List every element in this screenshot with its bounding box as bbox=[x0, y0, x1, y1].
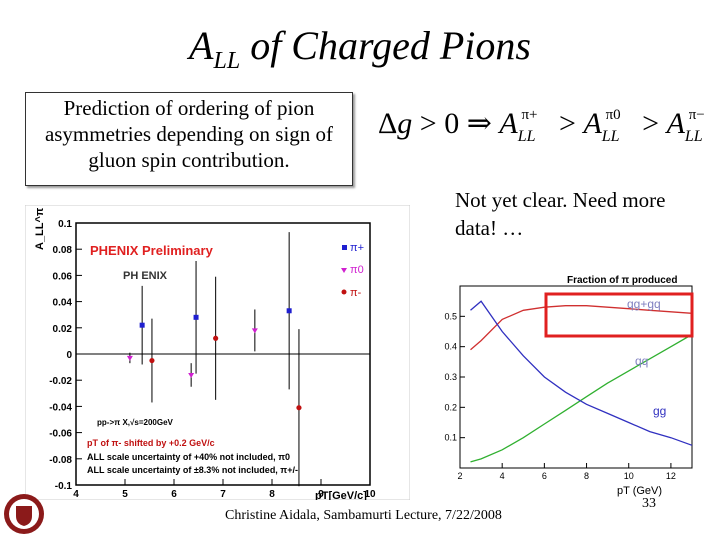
data-point bbox=[126, 355, 133, 361]
series-line bbox=[470, 300, 693, 446]
x-axis-label: pT (GeV) bbox=[617, 485, 662, 497]
note-text: Not yet clear. Need more data! … bbox=[455, 188, 666, 240]
y-tick-label: 0.5 bbox=[444, 311, 457, 321]
all-pion-chart: -0.1 -0.08 -0.06 -0.04 -0.02 0 0.02 0.04 0.06 0.0… bbox=[25, 205, 410, 500]
x-tick-label: 4 bbox=[73, 489, 79, 500]
series-label: qq bbox=[635, 354, 648, 368]
university-seal-icon bbox=[2, 492, 46, 541]
data-point bbox=[139, 322, 145, 328]
annotation-scale-pi0: ALL scale uncertainty of +40% not includ… bbox=[87, 452, 290, 462]
data-point bbox=[286, 308, 292, 314]
y-tick-label: -0.1 bbox=[55, 481, 73, 492]
annotation-process: pp->π X,√s=200GeV bbox=[97, 418, 174, 427]
x-tick-label: 5 bbox=[122, 489, 128, 500]
y-tick-label: -0.06 bbox=[49, 429, 72, 440]
x-tick-label: 6 bbox=[542, 471, 547, 481]
series-line bbox=[470, 305, 693, 351]
y-tick-label: -0.04 bbox=[49, 402, 72, 413]
y-tick-label: 0 bbox=[66, 350, 72, 361]
data-point bbox=[188, 372, 195, 378]
x-tick-label: 7 bbox=[220, 489, 226, 500]
series-label: gg bbox=[653, 404, 666, 418]
annotation-scale-pipm: ALL scale uncertainty of ±8.3% not inclu… bbox=[87, 465, 298, 475]
phenix-logo-text: PH ENIX bbox=[123, 270, 168, 282]
y-axis-label: A_LL^π bbox=[34, 207, 46, 250]
annotation-shift: pT of π- shifted by +0.2 GeV/c bbox=[87, 438, 215, 448]
legend-marker-pi-minus bbox=[341, 289, 347, 295]
data-point bbox=[213, 335, 219, 341]
x-tick-label: 8 bbox=[269, 489, 275, 500]
y-tick-label: 0.08 bbox=[53, 245, 73, 256]
x-tick-label: 4 bbox=[500, 471, 505, 481]
page-number: 33 bbox=[642, 496, 656, 511]
y-tick-label: 0.3 bbox=[444, 372, 457, 382]
slide-title: ALL of Charged Pions bbox=[189, 23, 531, 74]
y-tick-label: -0.08 bbox=[49, 455, 72, 466]
chart-title: Fraction of π produced bbox=[567, 275, 677, 286]
x-tick-label: 12 bbox=[666, 471, 676, 481]
y-tick-label: 0.02 bbox=[53, 324, 73, 335]
prediction-box: Prediction of ordering of pion asymmetri… bbox=[25, 92, 353, 186]
series-label: qg+gq bbox=[627, 297, 661, 311]
y-tick-label: 0.2 bbox=[444, 402, 457, 412]
highlight-box bbox=[544, 292, 694, 338]
data-point bbox=[193, 314, 199, 320]
x-tick-label: 10 bbox=[624, 471, 634, 481]
legend-pi-minus: π- bbox=[350, 287, 362, 299]
y-tick-label: -0.02 bbox=[49, 376, 72, 387]
footer-text: Christine Aidala, Sambamurti Lecture, 7/… bbox=[225, 508, 502, 523]
x-tick-label: 8 bbox=[584, 471, 589, 481]
x-tick-label: 9 bbox=[318, 489, 324, 500]
y-tick-label: 0.4 bbox=[444, 342, 457, 352]
y-tick-label: 0.06 bbox=[53, 271, 73, 282]
legend-pi-plus: π+ bbox=[350, 242, 364, 254]
y-tick-label: 0.1 bbox=[58, 219, 72, 230]
series-line bbox=[470, 333, 693, 463]
legend-marker-pi-plus bbox=[342, 245, 347, 250]
y-tick-label: 0.04 bbox=[53, 298, 73, 309]
chart-title: PHENIX Preliminary bbox=[90, 243, 214, 258]
data-point bbox=[296, 405, 302, 411]
data-point bbox=[251, 328, 258, 334]
y-tick-label: 0.1 bbox=[444, 433, 457, 443]
ordering-formula: Δg > 0 ⇒ ALLπ+ > ALLπ0 > ALLπ− bbox=[378, 107, 705, 145]
chart-legend: π+ π0 π- bbox=[341, 242, 364, 299]
legend-marker-pi-zero bbox=[341, 268, 347, 273]
x-axis-label: pT[GeV/c] bbox=[315, 490, 367, 500]
x-tick-label: 10 bbox=[364, 489, 376, 500]
legend-pi-zero: π0 bbox=[350, 264, 364, 276]
x-tick-label: 6 bbox=[171, 489, 177, 500]
x-tick-label: 2 bbox=[457, 471, 462, 481]
fraction-chart: 0.1 0.2 0.3 0.4 0.5 2 4 6 8 10 12 qg+gq qq gg Fractio… bbox=[432, 272, 702, 500]
data-point bbox=[149, 357, 155, 364]
